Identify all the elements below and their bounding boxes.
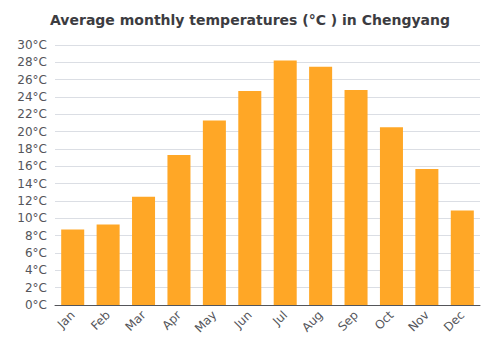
- svg-text:12°C: 12°C: [17, 194, 47, 208]
- svg-text:24°C: 24°C: [17, 90, 47, 104]
- svg-text:16°C: 16°C: [17, 159, 47, 173]
- svg-text:Sep: Sep: [335, 308, 361, 334]
- svg-text:6°C: 6°C: [25, 246, 47, 260]
- svg-text:Jun: Jun: [231, 308, 255, 332]
- svg-text:22°C: 22°C: [17, 107, 47, 121]
- svg-text:20°C: 20°C: [17, 125, 47, 139]
- svg-text:Apr: Apr: [159, 308, 184, 333]
- svg-text:30°C: 30°C: [17, 38, 47, 52]
- svg-text:2°C: 2°C: [25, 281, 47, 295]
- svg-text:Nov: Nov: [405, 308, 431, 334]
- svg-text:18°C: 18°C: [17, 142, 47, 156]
- svg-text:0°C: 0°C: [25, 298, 47, 312]
- svg-text:Mar: Mar: [123, 308, 149, 334]
- svg-text:28°C: 28°C: [17, 55, 47, 69]
- svg-text:Aug: Aug: [299, 308, 325, 334]
- svg-text:4°C: 4°C: [25, 263, 47, 277]
- svg-text:Average monthly temperatures (: Average monthly temperatures (°C ) in Ch…: [50, 12, 450, 28]
- svg-text:8°C: 8°C: [25, 229, 47, 243]
- svg-text:May: May: [192, 308, 219, 335]
- svg-text:Jul: Jul: [269, 308, 290, 329]
- svg-text:14°C: 14°C: [17, 177, 47, 191]
- svg-text:10°C: 10°C: [17, 211, 47, 225]
- svg-text:Dec: Dec: [441, 308, 467, 334]
- svg-text:Oct: Oct: [372, 308, 397, 333]
- svg-text:Feb: Feb: [88, 308, 113, 333]
- svg-text:Jan: Jan: [54, 308, 78, 332]
- svg-text:26°C: 26°C: [17, 73, 47, 87]
